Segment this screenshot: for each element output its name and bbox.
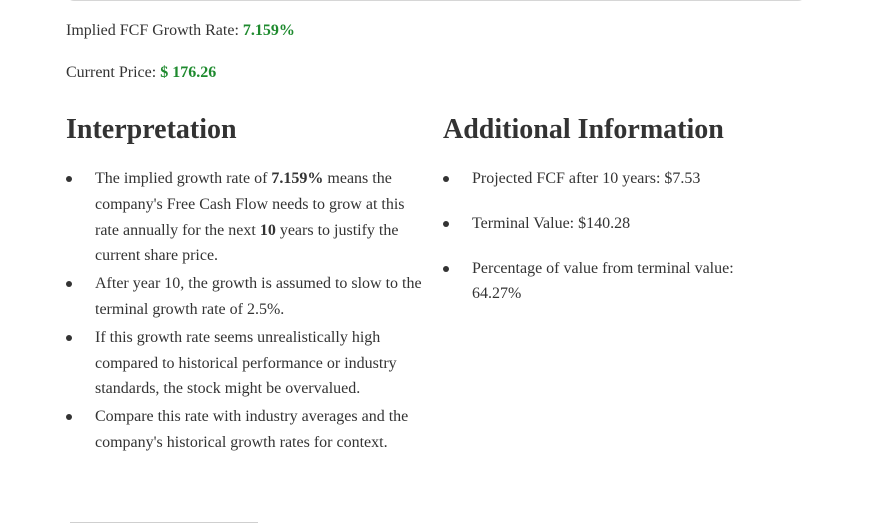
implied-growth-rate-metric: Implied FCF Growth Rate: 7.159% bbox=[66, 21, 295, 41]
bullet-icon bbox=[66, 176, 72, 182]
current-price-metric: Current Price: $ 176.26 bbox=[66, 63, 216, 83]
bullet-icon bbox=[443, 220, 449, 227]
bullet-icon bbox=[443, 176, 449, 182]
current-price-label: Current Price: bbox=[66, 64, 161, 81]
interpretation-item: The implied growth rate of 7.159% means … bbox=[66, 166, 428, 269]
interpretation-item: Compare this rate with industry averages… bbox=[66, 404, 428, 456]
additional-information-section: Additional Information Projected FCF aft… bbox=[443, 112, 773, 326]
terminal-value-percentage-item: Percentage of value from terminal value:… bbox=[443, 256, 773, 308]
interpretation-item-text: If this growth rate seems unrealisticall… bbox=[95, 328, 397, 398]
interpretation-item: If this growth rate seems unrealisticall… bbox=[66, 325, 428, 402]
terminal-value-percentage-text: Percentage of value from terminal value:… bbox=[472, 259, 734, 303]
interpretation-heading: Interpretation bbox=[66, 114, 237, 145]
implied-growth-rate-value: 7.159% bbox=[242, 22, 295, 39]
years-emphasis: 10 bbox=[259, 221, 276, 239]
implied-rate-emphasis: 7.159% bbox=[271, 170, 324, 187]
previous-card-border bbox=[66, 0, 806, 1]
interpretation-item-text: After year 10, the growth is assumed to … bbox=[95, 275, 422, 318]
interpretation-item-text-pre: The implied growth rate of bbox=[95, 170, 272, 187]
terminal-value-item: Terminal Value: $140.28 bbox=[443, 211, 773, 237]
interpretation-item-text: Compare this rate with industry averages… bbox=[95, 408, 409, 451]
terminal-value-text: Terminal Value: $140.28 bbox=[472, 214, 631, 232]
bullet-icon bbox=[443, 265, 449, 272]
interpretation-list: The implied growth rate of 7.159% means … bbox=[66, 166, 428, 456]
interpretation-item: After year 10, the growth is assumed to … bbox=[66, 271, 428, 323]
additional-information-list: Projected FCF after 10 years: $7.53 Term… bbox=[443, 166, 773, 307]
projected-fcf-item: Projected FCF after 10 years: $7.53 bbox=[443, 166, 773, 192]
interpretation-section: Interpretation The implied growth rate o… bbox=[66, 112, 428, 456]
current-price-value: $ 176.26 bbox=[160, 64, 217, 81]
next-section-divider bbox=[70, 522, 258, 523]
additional-information-heading: Additional Information bbox=[443, 114, 724, 145]
interpretation-item-text-post: years to justify the current share price… bbox=[95, 221, 399, 265]
bullet-icon bbox=[66, 334, 72, 341]
bullet-icon bbox=[66, 281, 72, 288]
implied-growth-rate-label: Implied FCF Growth Rate: bbox=[66, 22, 243, 39]
interpretation-item-text-mid: means the company's Free Cash Flow needs… bbox=[95, 170, 405, 239]
bullet-icon bbox=[66, 414, 72, 421]
projected-fcf-text: Projected FCF after 10 years: $7.53 bbox=[472, 170, 701, 187]
